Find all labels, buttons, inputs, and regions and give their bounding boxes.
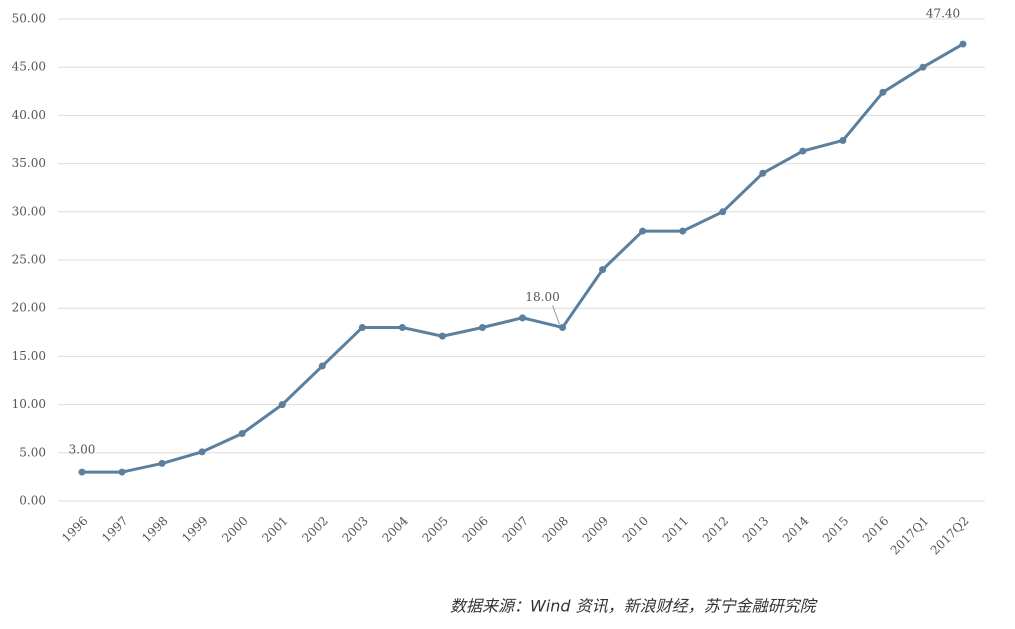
x-tick-label: 2003 xyxy=(339,514,370,545)
x-tick-label: 1999 xyxy=(179,514,210,545)
data-label: 18.00 xyxy=(525,290,559,304)
x-tick-label: 2017Q2 xyxy=(928,514,972,558)
x-tick-label: 2009 xyxy=(580,514,611,545)
point xyxy=(559,323,567,331)
x-tick-label: 2000 xyxy=(219,514,250,545)
line xyxy=(82,42,964,474)
y-tick-label: 5.00 xyxy=(19,445,46,459)
x-tick-label: 1997 xyxy=(99,514,130,545)
y-tick-label: 0.00 xyxy=(19,494,46,508)
point xyxy=(198,448,206,456)
x-tick-label: 2004 xyxy=(379,513,411,545)
point xyxy=(478,323,486,331)
x-tick-label: 2007 xyxy=(500,514,531,545)
point xyxy=(238,430,246,438)
point xyxy=(879,88,887,96)
x-tick-label: 2011 xyxy=(660,514,691,545)
source-note: 数据来源：Wind 资讯，新浪财经，苏宁金融研究院 xyxy=(450,597,819,616)
leader-line xyxy=(552,305,561,325)
point xyxy=(78,468,86,476)
x-tick-label: 2016 xyxy=(860,514,891,545)
x-tick-label: 2015 xyxy=(820,514,851,545)
x-tick-label: 2012 xyxy=(700,514,731,545)
point xyxy=(599,266,607,274)
point xyxy=(759,169,767,177)
x-tick-label: 2017Q1 xyxy=(888,514,932,558)
point xyxy=(158,459,166,467)
y-tick-label: 30.00 xyxy=(12,204,46,218)
point xyxy=(519,314,526,322)
x-tick-label: 2005 xyxy=(420,514,451,545)
point xyxy=(318,362,326,370)
y-tick-label: 10.00 xyxy=(12,397,46,411)
point xyxy=(839,136,847,144)
data-label: 47.40 xyxy=(926,7,960,21)
y-tick-label: 15.00 xyxy=(12,349,46,363)
y-tick-label: 40.00 xyxy=(12,108,46,122)
x-tick-label: 2010 xyxy=(620,514,651,545)
x-tick-label: 2014 xyxy=(780,513,812,545)
point xyxy=(398,323,406,331)
x-tick-label: 1998 xyxy=(139,514,170,545)
point xyxy=(919,63,927,71)
point xyxy=(719,208,727,216)
y-tick-label: 50.00 xyxy=(12,12,46,26)
x-tick-label: 1996 xyxy=(59,514,90,545)
point xyxy=(438,332,446,340)
x-tick-label: 2013 xyxy=(740,514,771,545)
x-tick-label: 2002 xyxy=(299,514,330,545)
y-tick-label: 20.00 xyxy=(12,301,46,315)
x-tick-label: 2001 xyxy=(259,514,290,545)
data-label: 3.00 xyxy=(69,443,96,457)
point xyxy=(639,227,647,235)
x-tick-label: 2006 xyxy=(460,514,491,545)
x-tick-label: 2008 xyxy=(540,514,571,545)
point xyxy=(278,401,286,409)
point xyxy=(358,323,366,331)
y-tick-label: 45.00 xyxy=(12,60,46,74)
y-tick-label: 35.00 xyxy=(12,156,46,170)
y-tick-label: 25.00 xyxy=(12,253,46,267)
point xyxy=(959,40,967,48)
point xyxy=(118,468,126,476)
point xyxy=(679,227,687,235)
point xyxy=(799,147,807,155)
